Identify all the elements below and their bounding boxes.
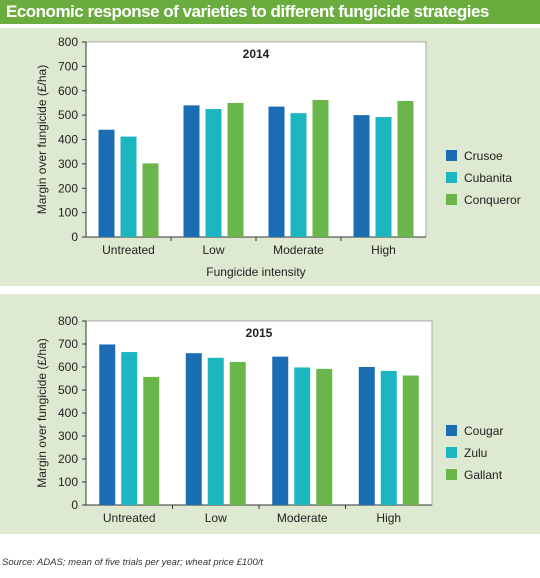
x-tick-label: High bbox=[371, 243, 396, 257]
legend-swatch bbox=[446, 447, 457, 458]
y-tick-label: 700 bbox=[58, 59, 78, 73]
bar bbox=[312, 100, 329, 237]
y-tick-label: 400 bbox=[58, 133, 78, 147]
x-tick-label: Moderate bbox=[277, 511, 328, 525]
x-tick-label: Untreated bbox=[103, 511, 156, 525]
bar bbox=[397, 100, 414, 237]
legend-label: Conqueror bbox=[464, 193, 521, 207]
page-title: Economic response of varieties to differ… bbox=[6, 2, 489, 21]
legend-swatch bbox=[446, 425, 457, 436]
bar bbox=[121, 352, 138, 505]
bar bbox=[142, 163, 159, 237]
y-axis-label: Margin over fungicide (£/ha) bbox=[35, 65, 49, 214]
bar bbox=[185, 353, 202, 505]
plot-area bbox=[85, 41, 427, 238]
bar bbox=[358, 367, 375, 505]
bar bbox=[227, 102, 244, 237]
legend-label: Gallant bbox=[464, 468, 503, 482]
chart-panel-2014: 0 100 200 300 400 500 600 700 800 Untreated Low Mod… bbox=[0, 28, 540, 286]
bar bbox=[99, 344, 116, 505]
bar bbox=[402, 375, 419, 505]
legend-swatch bbox=[446, 172, 457, 183]
legend-swatch bbox=[446, 150, 457, 161]
bar bbox=[353, 115, 370, 237]
bar bbox=[380, 370, 397, 505]
bar bbox=[316, 368, 333, 505]
bar bbox=[207, 357, 224, 505]
x-tick-label: Untreated bbox=[102, 243, 155, 257]
bar bbox=[183, 105, 200, 237]
y-tick-label: 400 bbox=[58, 406, 78, 420]
header-banner: Economic response of varieties to differ… bbox=[0, 0, 540, 24]
legend-label: Crusoe bbox=[464, 149, 503, 163]
y-tick-label: 300 bbox=[58, 157, 78, 171]
y-tick-label: 500 bbox=[58, 108, 78, 122]
legend-label: Cubanita bbox=[464, 171, 512, 185]
y-tick-label: 0 bbox=[71, 230, 78, 244]
chart-title: 2015 bbox=[246, 326, 273, 340]
plot-area bbox=[85, 320, 433, 506]
bar bbox=[375, 117, 392, 237]
bar-chart-2015: 0 100 200 300 400 500 600 700 800 Untreated Low Mod… bbox=[35, 314, 503, 525]
y-tick-label: 600 bbox=[58, 84, 78, 98]
bar bbox=[98, 129, 115, 237]
bar bbox=[294, 367, 311, 505]
x-tick-label: Moderate bbox=[273, 243, 324, 257]
x-tick-label: Low bbox=[205, 511, 227, 525]
y-tick-label: 300 bbox=[58, 429, 78, 443]
y-tick-label: 200 bbox=[58, 181, 78, 195]
bar bbox=[120, 136, 137, 237]
bar bbox=[268, 106, 285, 237]
legend-swatch bbox=[446, 194, 457, 205]
chart-panel-2015: 0 100 200 300 400 500 600 700 800 Untreated Low Mod… bbox=[0, 294, 540, 534]
y-tick-label: 600 bbox=[58, 360, 78, 374]
legend-label: Cougar bbox=[464, 424, 503, 438]
x-tick-label: Low bbox=[202, 243, 224, 257]
y-tick-label: 100 bbox=[58, 475, 78, 489]
y-tick-label: 500 bbox=[58, 383, 78, 397]
y-tick-label: 0 bbox=[71, 498, 78, 512]
bar bbox=[143, 376, 160, 505]
chart-title: 2014 bbox=[243, 47, 270, 61]
y-axis-label: Margin over fungicide (£/ha) bbox=[35, 338, 49, 487]
legend-swatch bbox=[446, 469, 457, 480]
legend-label: Zulu bbox=[464, 446, 487, 460]
bar-chart-2014: 0 100 200 300 400 500 600 700 800 Untreated Low Mod… bbox=[35, 35, 521, 279]
y-tick-label: 800 bbox=[58, 314, 78, 328]
x-tick-label: High bbox=[376, 511, 401, 525]
bar bbox=[272, 356, 289, 505]
bar bbox=[205, 109, 222, 237]
y-tick-label: 200 bbox=[58, 452, 78, 466]
y-tick-label: 800 bbox=[58, 35, 78, 49]
bar bbox=[290, 113, 307, 237]
y-tick-label: 100 bbox=[58, 206, 78, 220]
bar bbox=[229, 361, 246, 505]
x-axis-label: Fungicide intensity bbox=[206, 265, 305, 279]
source-note: Source: ADAS; mean of five trials per ye… bbox=[2, 557, 264, 568]
y-tick-label: 700 bbox=[58, 337, 78, 351]
